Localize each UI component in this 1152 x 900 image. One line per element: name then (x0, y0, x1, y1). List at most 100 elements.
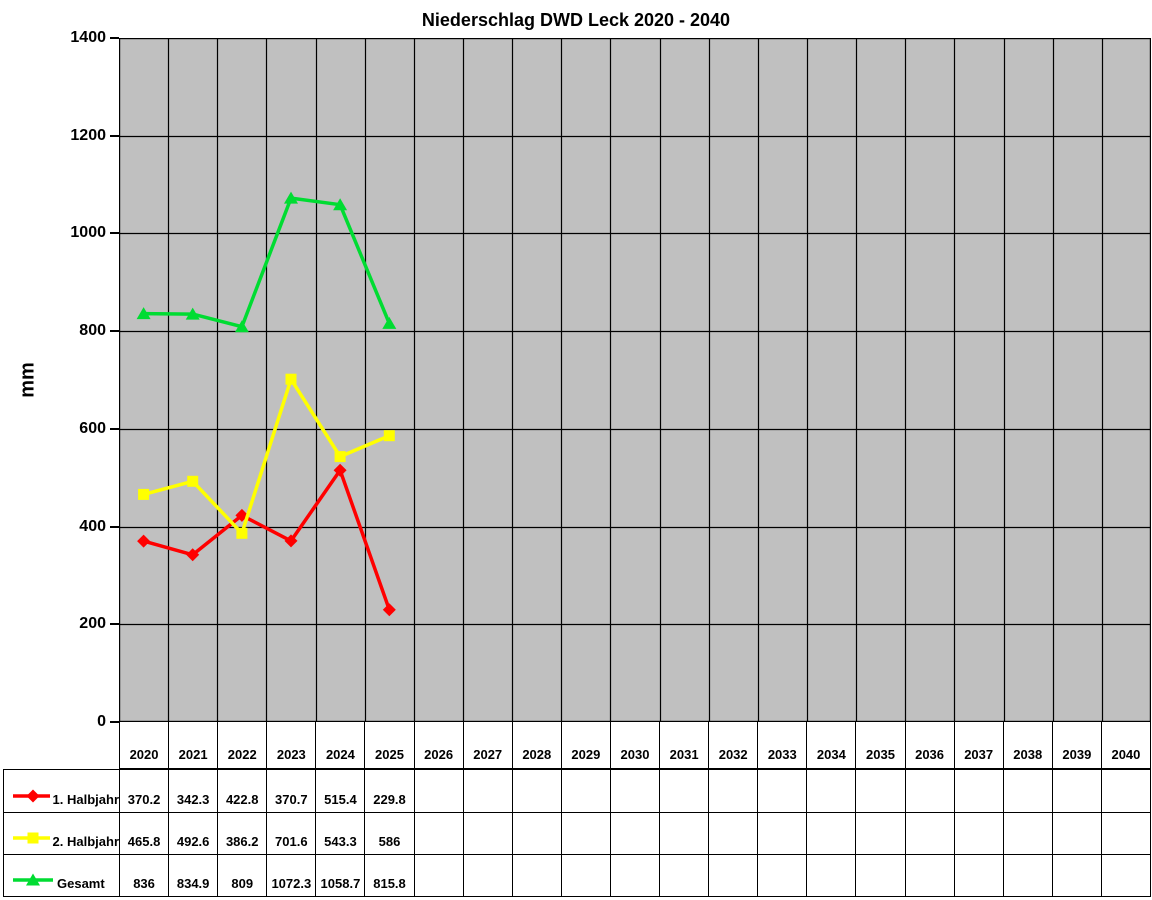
series-line-1-halbjahr (143, 468, 391, 611)
data-point-marker (27, 832, 39, 844)
chart-title: Niederschlag DWD Leck 2020 - 2040 (421, 10, 731, 30)
table-empty-cell (954, 855, 1004, 897)
data-point-marker (333, 198, 348, 211)
y-axis-tick-label: 1000 (70, 224, 106, 242)
table-empty-cell (905, 770, 955, 813)
table-empty-cell (660, 770, 710, 813)
table-value-cell: 515.4 (316, 770, 366, 813)
data-point-marker (382, 603, 396, 617)
table-value-cell: 586 (365, 813, 415, 855)
table-empty-cell (1101, 855, 1151, 897)
data-point-marker (187, 475, 199, 487)
data-point-marker (235, 508, 249, 522)
y-axis-tick-label: 0 (97, 713, 106, 730)
y-axis-tick-mark (110, 232, 119, 235)
y-axis-tick-mark (110, 623, 119, 626)
x-category-label: 2040 (1102, 722, 1151, 768)
table-empty-cell (414, 813, 464, 855)
table-empty-cell (660, 813, 710, 855)
data-point-marker (136, 307, 151, 320)
y-axis-tick-label: 1400 (70, 29, 106, 46)
x-category-label: 2039 (1053, 722, 1102, 768)
y-axis-tick-mark (110, 721, 119, 723)
x-category-label: 2021 (169, 722, 219, 768)
plot-area (119, 38, 1151, 722)
data-point-marker (383, 430, 395, 442)
table-row-gesamt: Gesamt 836 834.9 809 1072.3 1058.7 815.8 (4, 855, 1151, 897)
table-empty-cell (954, 770, 1004, 813)
data-point-marker (26, 789, 40, 803)
table-empty-cell (1101, 813, 1151, 855)
legend-label: 1. Halbjahr (52, 792, 119, 807)
x-category-label: 2037 (955, 722, 1004, 768)
table-empty-cell (1052, 813, 1102, 855)
table-empty-cell (610, 813, 661, 855)
y-axis-tick-label: 600 (79, 419, 106, 437)
data-point-marker (284, 191, 298, 204)
x-category-label: 2023 (267, 722, 317, 768)
data-point-marker (185, 307, 200, 320)
x-category-label: 2027 (464, 722, 513, 768)
table-empty-cell (856, 855, 906, 897)
y-axis-title: mm (16, 362, 39, 398)
table-empty-cell (512, 770, 562, 813)
x-axis-category-row: 2020 2021 2022 2023 2024 2025 2026 2027 2028 2029… (119, 722, 1151, 769)
legend-key-icon (13, 832, 50, 844)
table-row-1-halbjahr: 1. Halbjahr 370.2 342.3 422.8 370.7 515.4 229.… (4, 770, 1151, 813)
x-category-label: 2029 (562, 722, 611, 768)
data-point-marker (382, 316, 397, 329)
table-empty-cell (807, 855, 857, 897)
x-category-label: 2034 (807, 722, 857, 768)
table-empty-cell (610, 855, 661, 897)
table-empty-cell (758, 770, 808, 813)
table-empty-cell (561, 770, 611, 813)
data-point-marker (234, 320, 249, 333)
data-point-marker (138, 488, 150, 500)
table-empty-cell (954, 813, 1004, 855)
table-row-2-halbjahr: 2. Halbjahr 465.8 492.6 386.2 701.6 543.3 586 (4, 813, 1151, 855)
table-empty-cell (758, 813, 808, 855)
y-axis-tick-mark (110, 134, 119, 137)
x-category-label: 2033 (758, 722, 808, 768)
table-value-cell: 836 (120, 855, 170, 897)
table-empty-cell (512, 855, 562, 897)
data-point-marker (186, 548, 200, 562)
x-category-label: 2031 (660, 722, 710, 768)
table-empty-cell (414, 770, 464, 813)
table-value-cell: 1072.3 (267, 855, 317, 897)
legend-label: 2. Halbjahr (52, 834, 119, 849)
table-empty-cell (1003, 813, 1053, 855)
x-category-label: 2036 (906, 722, 955, 768)
series-line-2-halbjahr (143, 377, 390, 536)
y-axis-tick-label: 800 (79, 322, 106, 340)
table-empty-cell (660, 855, 710, 897)
x-category-label: 2022 (218, 722, 268, 768)
y-axis-tick-mark (110, 330, 119, 333)
table-value-cell: 543.3 (316, 813, 366, 855)
table-value-cell: 229.8 (365, 770, 415, 813)
plot-background (119, 38, 1151, 722)
table-empty-cell (856, 770, 906, 813)
x-category-label: 2028 (513, 722, 562, 768)
y-axis-tick-mark (110, 525, 119, 528)
data-point-marker (334, 451, 346, 463)
table-value-cell: 492.6 (169, 813, 219, 855)
table-value-cell: 370.2 (120, 770, 170, 813)
y-axis-tick-label: 200 (79, 615, 106, 633)
legend-cell: Gesamt (4, 855, 120, 897)
data-table: 1. Halbjahr 370.2 342.3 422.8 370.7 515.4 229.… (3, 769, 1151, 897)
table-empty-cell (1003, 770, 1053, 813)
legend-cell: 1. Halbjahr (4, 770, 120, 813)
table-value-cell: 834.9 (169, 855, 219, 897)
table-value-cell: 386.2 (218, 813, 268, 855)
table-empty-cell (463, 855, 513, 897)
x-category-label: 2030 (611, 722, 661, 768)
data-point-marker (236, 527, 248, 539)
table-value-cell: 1058.7 (316, 855, 366, 897)
x-category-label: 2038 (1004, 722, 1053, 768)
data-point-marker (285, 373, 297, 385)
y-axis-tick-label: 400 (79, 517, 106, 535)
legend-key-icon (13, 873, 53, 886)
x-category-label: 2020 (120, 722, 170, 768)
